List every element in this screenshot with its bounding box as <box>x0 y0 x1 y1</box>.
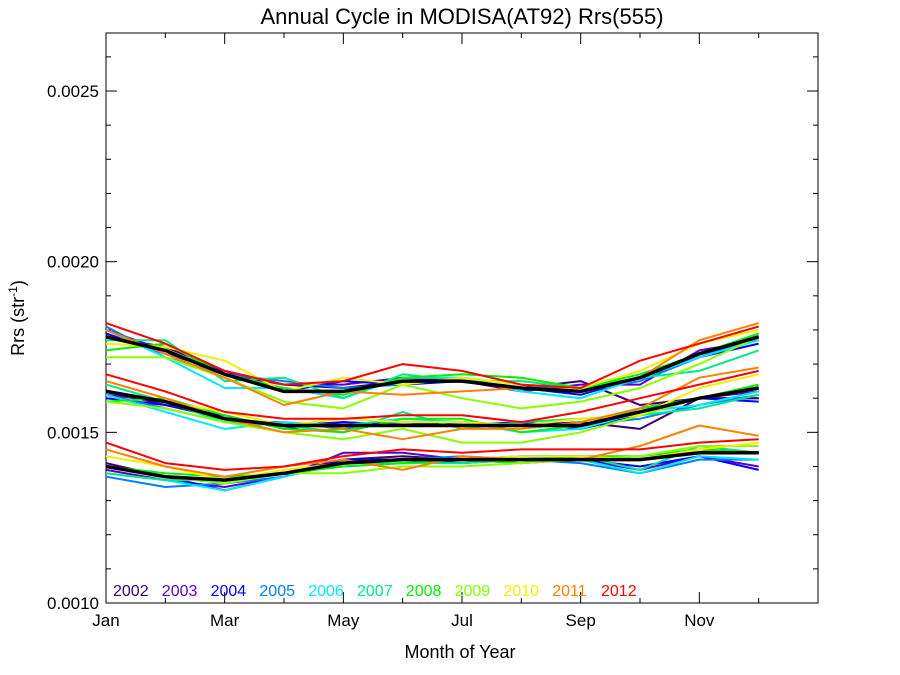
series-line-2003-group-3 <box>105 451 759 488</box>
legend-item-2008: 2008 <box>406 583 442 600</box>
legend-item-2006: 2006 <box>308 583 344 600</box>
y-axis-title-close: ) <box>8 280 28 286</box>
y-tick-label: 0.0015 <box>47 423 99 442</box>
x-tick-label: Nov <box>684 611 715 630</box>
y-tick-label: 0.0020 <box>47 253 99 272</box>
legend-item-2007: 2007 <box>357 583 393 600</box>
x-tick-label: Sep <box>566 611 596 630</box>
legend-item-2010: 2010 <box>503 583 539 600</box>
series-line-2008-group-2 <box>105 383 759 434</box>
x-tick-label: May <box>327 611 360 630</box>
legend-item-2012: 2012 <box>601 583 637 600</box>
legend: 2002 2003 2004 2005 2006 2007 2008 2009 2010 2011… <box>113 583 637 600</box>
legend-item-2011: 2011 <box>552 583 587 600</box>
mean-line-group-3 <box>105 451 759 482</box>
series-line-2011-group-1 <box>105 322 759 406</box>
x-tick-label: Jul <box>451 611 473 630</box>
y-axis-title: Rrs (str-1) <box>6 280 28 356</box>
series-line-2009-group-2 <box>105 387 759 444</box>
x-tick-label: Jan <box>92 611 119 630</box>
legend-item-2002: 2002 <box>113 583 149 600</box>
series-line-2011-group-3 <box>105 424 759 478</box>
legend-item-2003: 2003 <box>162 583 198 600</box>
plot-frame <box>105 32 819 604</box>
series-line-2012-group-3 <box>105 438 759 471</box>
mean-line-group-1 <box>105 335 760 394</box>
x-axis-title: Month of Year <box>404 642 515 662</box>
series-line-2007-group-2 <box>105 383 759 434</box>
legend-item-2009: 2009 <box>455 583 491 600</box>
series-line-2012-group-2 <box>105 369 759 424</box>
y-axis-title-base: Rrs (str <box>8 297 28 356</box>
series-line-2012-group-1 <box>105 322 759 389</box>
x-tick-label: Mar <box>210 611 240 630</box>
y-tick-label: 0.0010 <box>47 594 99 613</box>
y-tick-label: 0.0025 <box>47 82 99 101</box>
legend-item-2005: 2005 <box>259 583 295 600</box>
legend-item-2004: 2004 <box>211 583 247 600</box>
chart-title: Annual Cycle in MODISA(AT92) Rrs(555) <box>260 4 663 29</box>
series-line-2009-group-3 <box>105 445 759 485</box>
y-axis-title-sup: -1 <box>6 286 20 297</box>
mean-line-group-2 <box>105 386 759 428</box>
